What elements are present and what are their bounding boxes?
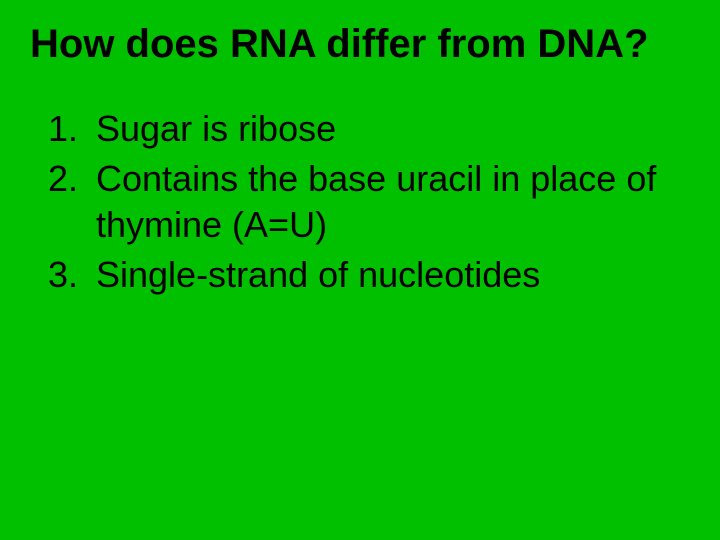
slide-title: How does RNA differ from DNA? [30,20,690,68]
list-number: 2. [48,156,96,202]
list-item: 3. Single-strand of nucleotides [48,252,690,298]
list-text: Contains the base uracil in place of thy… [96,156,690,248]
list-text: Sugar is ribose [96,106,690,152]
list-number: 1. [48,106,96,152]
list-item: 1. Sugar is ribose [48,106,690,152]
list-text: Single-strand of nucleotides [96,252,690,298]
points-list: 1. Sugar is ribose 2. Contains the base … [30,106,690,298]
list-number: 3. [48,252,96,298]
list-item: 2. Contains the base uracil in place of … [48,156,690,248]
